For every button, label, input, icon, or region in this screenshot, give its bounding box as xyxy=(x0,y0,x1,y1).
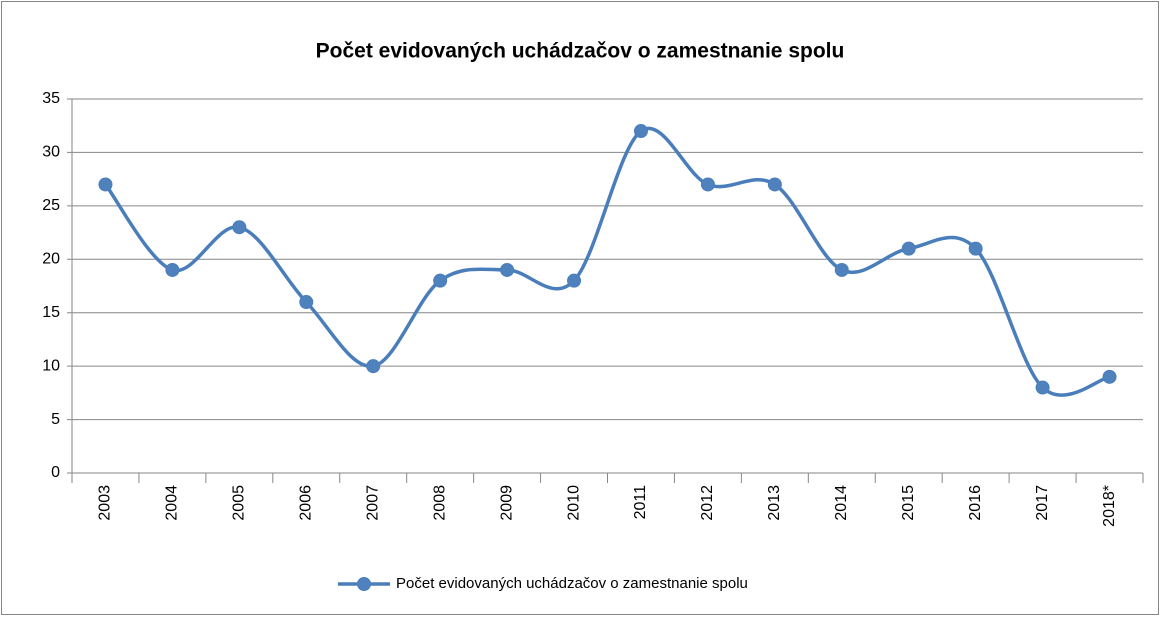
marker xyxy=(98,177,113,192)
marker xyxy=(834,262,849,277)
x-tick-label: 2007 xyxy=(364,485,381,521)
y-tick-label: 25 xyxy=(42,197,60,214)
marker xyxy=(500,262,515,277)
marker xyxy=(567,273,582,288)
marker xyxy=(633,124,648,139)
y-tick-label: 0 xyxy=(51,464,60,481)
x-tick-label: 2004 xyxy=(164,485,181,521)
x-tick-label: 2014 xyxy=(833,485,850,521)
x-tick-label: 2011 xyxy=(632,485,649,520)
marker xyxy=(366,359,381,374)
y-tick-label: 30 xyxy=(42,144,60,161)
marker xyxy=(767,177,782,192)
legend-marker xyxy=(357,577,371,591)
y-tick-label: 15 xyxy=(42,304,60,321)
marker xyxy=(1035,380,1050,395)
x-tick-label: 2008 xyxy=(431,485,448,521)
x-tick-label: 2017 xyxy=(1034,485,1051,521)
marker xyxy=(968,241,983,256)
x-tick-label: 2013 xyxy=(766,485,783,521)
y-tick-label: 35 xyxy=(42,90,60,107)
marker xyxy=(299,295,314,310)
x-tick-label: 2012 xyxy=(699,485,716,521)
x-tick-label: 2016 xyxy=(967,485,984,521)
x-tick-label: 2018* xyxy=(1101,485,1118,527)
marker xyxy=(232,220,247,235)
y-tick-label: 10 xyxy=(42,357,60,374)
line xyxy=(104,126,1111,397)
y-tick-label: 20 xyxy=(42,251,60,268)
x-tick-label: 2010 xyxy=(565,485,582,521)
x-tick-label: 2015 xyxy=(900,485,917,521)
x-tick-label: 2005 xyxy=(231,485,248,521)
marker xyxy=(1102,369,1117,384)
chart-title: Počet evidovaných uchádzačov o zamestnan… xyxy=(316,40,845,63)
y-tick-label: 5 xyxy=(51,411,60,428)
x-tick-label: 2006 xyxy=(298,485,315,521)
x-tick-label: 2009 xyxy=(498,485,515,521)
marker xyxy=(901,241,916,256)
marker xyxy=(165,262,180,277)
marker xyxy=(700,177,715,192)
legend-label: Počet evidovaných uchádzačov o zamestnan… xyxy=(396,575,748,592)
marker xyxy=(433,273,448,288)
x-tick-label: 2003 xyxy=(97,485,114,521)
